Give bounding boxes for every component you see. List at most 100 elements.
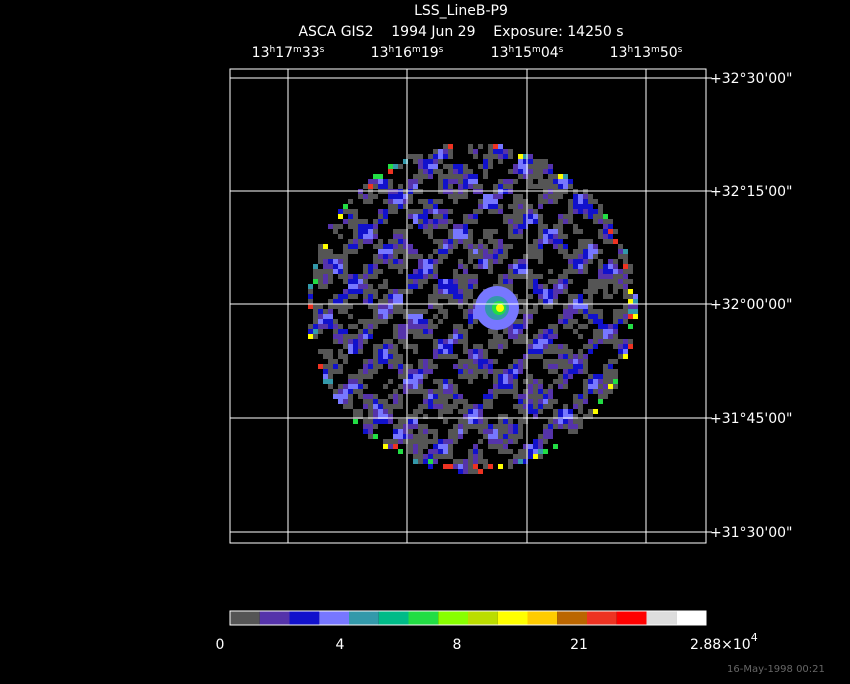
pixel bbox=[463, 419, 468, 424]
pixel bbox=[408, 449, 413, 454]
pixel bbox=[343, 249, 348, 254]
pixel bbox=[343, 279, 348, 284]
pixel bbox=[488, 444, 493, 449]
pixel bbox=[358, 344, 363, 349]
pixel bbox=[573, 299, 578, 304]
pixel bbox=[553, 359, 558, 364]
pixel bbox=[448, 349, 453, 354]
pixel bbox=[463, 409, 468, 414]
pixel bbox=[433, 169, 438, 174]
pixel bbox=[543, 179, 548, 184]
pixel bbox=[513, 454, 518, 459]
pixel bbox=[343, 404, 348, 409]
pixel bbox=[568, 294, 573, 299]
pixel bbox=[323, 369, 328, 374]
pixel bbox=[358, 284, 363, 289]
ra-unit: s bbox=[559, 45, 564, 55]
pixel bbox=[503, 424, 508, 429]
pixel bbox=[558, 414, 563, 419]
frame bbox=[229, 68, 707, 544]
pixel bbox=[468, 229, 473, 234]
pixel bbox=[523, 354, 528, 359]
pixel bbox=[453, 404, 458, 409]
pixel bbox=[478, 199, 483, 204]
colorbar-swatch bbox=[378, 611, 409, 625]
pixel bbox=[393, 199, 398, 204]
pixel bbox=[468, 174, 473, 179]
pixel bbox=[468, 289, 473, 294]
pixel bbox=[433, 404, 438, 409]
pixel bbox=[488, 394, 493, 399]
pixel bbox=[628, 299, 633, 304]
pixel bbox=[563, 284, 568, 289]
pixel bbox=[463, 369, 468, 374]
pixel bbox=[393, 259, 398, 264]
pixel bbox=[493, 209, 498, 214]
pixel bbox=[613, 324, 618, 329]
pixel bbox=[358, 374, 363, 379]
pixel bbox=[543, 164, 548, 169]
pixel bbox=[323, 349, 328, 354]
pixel bbox=[523, 254, 528, 259]
pixel bbox=[608, 279, 613, 284]
pixel bbox=[448, 409, 453, 414]
pixel bbox=[373, 294, 378, 299]
pixel bbox=[458, 409, 463, 414]
pixel bbox=[408, 384, 413, 389]
pixel bbox=[478, 249, 483, 254]
pixel bbox=[488, 264, 493, 269]
pixel bbox=[413, 374, 418, 379]
pixel bbox=[493, 394, 498, 399]
pixel bbox=[448, 389, 453, 394]
pixel bbox=[573, 254, 578, 259]
pixel bbox=[453, 324, 458, 329]
pixel bbox=[618, 284, 623, 289]
pixel bbox=[488, 359, 493, 364]
pixel bbox=[563, 234, 568, 239]
pixel bbox=[563, 249, 568, 254]
pixel bbox=[608, 329, 613, 334]
pixel bbox=[333, 324, 338, 329]
pixel bbox=[398, 449, 403, 454]
pixel bbox=[433, 394, 438, 399]
pixel bbox=[363, 359, 368, 364]
pixel bbox=[493, 184, 498, 189]
pixel bbox=[523, 169, 528, 174]
pixel bbox=[473, 409, 478, 414]
pixel bbox=[563, 214, 568, 219]
pixel bbox=[573, 329, 578, 334]
pixel bbox=[568, 364, 573, 369]
pixel bbox=[583, 259, 588, 264]
pixel bbox=[388, 309, 393, 314]
pixel bbox=[318, 274, 323, 279]
pixel bbox=[333, 329, 338, 334]
pixel bbox=[623, 309, 628, 314]
pixel bbox=[418, 264, 423, 269]
pixel bbox=[528, 374, 533, 379]
pixel bbox=[518, 339, 523, 344]
pixel bbox=[603, 279, 608, 284]
pixel bbox=[413, 389, 418, 394]
pixel bbox=[338, 309, 343, 314]
pixel bbox=[563, 419, 568, 424]
pixel bbox=[513, 259, 518, 264]
pixel bbox=[548, 194, 553, 199]
pixel bbox=[473, 464, 478, 469]
pixel bbox=[468, 239, 473, 244]
pixel bbox=[623, 269, 628, 274]
pixel bbox=[308, 294, 313, 299]
pixel bbox=[373, 304, 378, 309]
pixel bbox=[448, 249, 453, 254]
pixel bbox=[553, 184, 558, 189]
pixel bbox=[358, 369, 363, 374]
pixel bbox=[333, 224, 338, 229]
pixel bbox=[538, 394, 543, 399]
pixel bbox=[533, 279, 538, 284]
pixel bbox=[503, 384, 508, 389]
pixel bbox=[428, 259, 433, 264]
pixel bbox=[433, 159, 438, 164]
pixel bbox=[318, 364, 323, 369]
pixel bbox=[373, 229, 378, 234]
pixel bbox=[348, 249, 353, 254]
pixel bbox=[353, 409, 358, 414]
